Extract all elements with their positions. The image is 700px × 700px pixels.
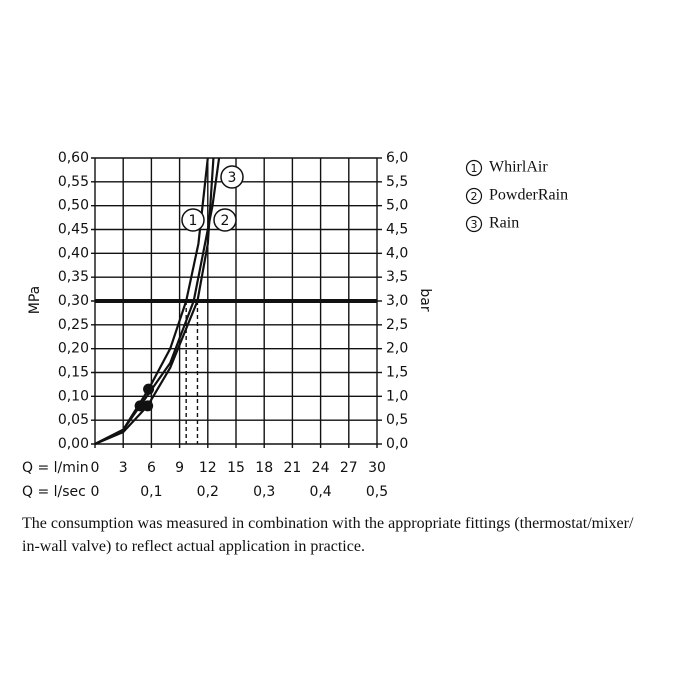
curve-tag — [213, 208, 237, 232]
y-tick-label: 0,20 — [58, 341, 89, 357]
x-tick-label: 12 — [199, 460, 217, 476]
y-axis-label: MPa — [27, 286, 43, 314]
curve-tag-label: 2 — [221, 213, 230, 229]
y2-tick-label: 3,5 — [386, 269, 408, 285]
point — [134, 400, 146, 412]
x-tick-label: 21 — [283, 460, 301, 476]
y-tick-label: 0,55 — [58, 174, 89, 190]
legend-symbol-label: 2 — [471, 190, 478, 203]
point — [143, 383, 155, 395]
note: The consumption was measured in combinat… — [22, 512, 692, 558]
legend-symbol-label: 3 — [471, 218, 478, 231]
curve-tag — [220, 165, 244, 189]
curve-tag-label: 3 — [228, 170, 237, 186]
note-line: in-wall valve) to reflect actual applica… — [22, 538, 365, 555]
legend-label: PowderRain — [489, 187, 568, 204]
legend-label: Rain — [489, 215, 519, 232]
x2-axis-label: Q = l/sec — [22, 484, 86, 500]
y2-axis-label: bar — [417, 288, 433, 311]
x2-tick-label: 0,3 — [253, 484, 275, 500]
y-tick-label: 0,30 — [58, 293, 89, 309]
legend-symbol — [465, 159, 483, 177]
y2-tick-label: 1,5 — [386, 365, 408, 381]
x-tick-label: 24 — [312, 460, 330, 476]
curve-tag — [181, 208, 205, 232]
y2-tick-label: 0,0 — [386, 436, 408, 452]
y2-tick-label: 2,5 — [386, 317, 408, 333]
y-tick-label: 0,10 — [58, 388, 89, 404]
x-tick-label: 9 — [175, 460, 184, 476]
x2-tick-label: 0,2 — [197, 484, 219, 500]
curve — [94, 157, 221, 445]
y2-tick-label: 4,0 — [386, 245, 408, 261]
y-tick-label: 0,60 — [58, 150, 89, 166]
chart: 0,000,050,100,150,200,250,300,350,400,45… — [22, 150, 568, 500]
y2-tick-label: 5,5 — [386, 174, 408, 190]
curve — [94, 157, 215, 446]
y-tick-label: 0,05 — [58, 412, 89, 428]
x-tick-label: 15 — [227, 460, 245, 476]
y2-tick-label: 3,0 — [386, 293, 408, 309]
y-tick-label: 0,40 — [58, 245, 89, 261]
x-tick-label: 30 — [368, 460, 386, 476]
note-line: The consumption was measured in combinat… — [22, 515, 634, 532]
x2-tick-label: 0,5 — [366, 484, 388, 500]
x2-tick-label: 0 — [91, 484, 100, 500]
legend-label: WhirlAir — [489, 159, 548, 176]
x-axis-label: Q = l/min — [22, 460, 89, 476]
y-tick-label: 0,50 — [58, 198, 89, 214]
x2-tick-label: 0,1 — [140, 484, 162, 500]
x-tick-label: 27 — [340, 460, 358, 476]
curve-tag-label: 1 — [189, 213, 198, 229]
y2-tick-label: 5,0 — [386, 198, 408, 214]
y-tick-label: 0,35 — [58, 269, 89, 285]
legend-symbol-label: 1 — [471, 162, 478, 175]
y2-tick-label: 2,0 — [386, 341, 408, 357]
point — [142, 400, 154, 412]
legend-symbol — [465, 215, 483, 233]
y2-tick-label: 1,0 — [386, 388, 408, 404]
x-tick-label: 3 — [119, 460, 128, 476]
legend-symbol — [465, 187, 483, 205]
y2-tick-label: 4,5 — [386, 222, 408, 238]
y-tick-label: 0,15 — [58, 365, 89, 381]
y-tick-label: 0,00 — [58, 436, 89, 452]
y-tick-label: 0,25 — [58, 317, 89, 333]
y2-tick-label: 0,5 — [386, 412, 408, 428]
x2-tick-label: 0,4 — [309, 484, 331, 500]
x-tick-label: 18 — [255, 460, 273, 476]
x-tick-label: 6 — [147, 460, 156, 476]
y2-tick-label: 6,0 — [386, 150, 408, 166]
x-tick-label: 0 — [91, 460, 100, 476]
y-tick-label: 0,45 — [58, 222, 89, 238]
